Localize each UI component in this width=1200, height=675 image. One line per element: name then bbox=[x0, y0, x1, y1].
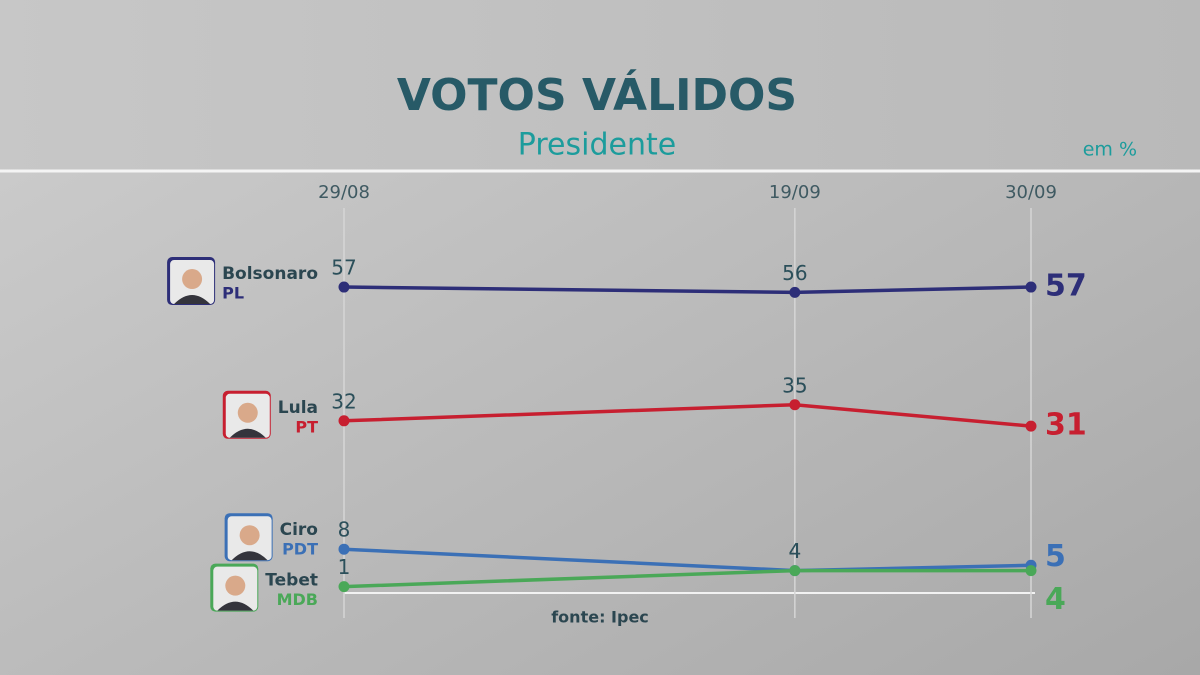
photo-head bbox=[225, 575, 246, 596]
candidate-party: PL bbox=[222, 284, 244, 303]
photo-head bbox=[239, 525, 260, 546]
photo-head bbox=[182, 269, 203, 290]
photo-shoulders bbox=[229, 428, 266, 438]
end-value-label: 57 bbox=[1045, 269, 1087, 304]
x-tick-label: 19/09 bbox=[769, 182, 821, 203]
x-tick-label: 30/09 bbox=[1005, 182, 1057, 203]
candidate-photo bbox=[210, 563, 259, 612]
data-point bbox=[1025, 420, 1037, 432]
header-band bbox=[0, 0, 1200, 170]
data-point bbox=[789, 399, 801, 411]
data-point bbox=[789, 565, 801, 577]
candidate-name: Tebet bbox=[265, 571, 318, 591]
data-point bbox=[338, 581, 350, 593]
x-tick-label: 29/08 bbox=[318, 182, 370, 203]
data-label: 4 bbox=[788, 539, 801, 563]
data-point bbox=[338, 543, 350, 555]
chart-title: VOTOS VÁLIDOS bbox=[397, 68, 797, 121]
end-value-label: 4 bbox=[1045, 582, 1066, 617]
data-label: 4 bbox=[788, 539, 801, 563]
candidate-party: PDT bbox=[282, 540, 318, 559]
data-point bbox=[1025, 565, 1037, 577]
unit-label: em % bbox=[1083, 139, 1137, 161]
candidate-photo bbox=[167, 257, 216, 306]
photo-shoulders bbox=[231, 551, 268, 561]
candidate-name: Ciro bbox=[280, 520, 318, 540]
candidate-party: MDB bbox=[277, 590, 318, 609]
data-point bbox=[789, 286, 801, 298]
candidate-name: Lula bbox=[278, 398, 318, 418]
candidate-photo bbox=[222, 390, 271, 439]
end-value-label: 31 bbox=[1045, 408, 1087, 443]
data-label: 35 bbox=[782, 373, 807, 397]
photo-shoulders bbox=[174, 295, 211, 305]
data-point bbox=[338, 281, 350, 293]
data-point bbox=[338, 415, 350, 427]
candidate-name: Bolsonaro bbox=[222, 264, 318, 284]
photo-head bbox=[237, 402, 258, 423]
data-label: 56 bbox=[782, 261, 807, 285]
photo-shoulders bbox=[217, 601, 254, 611]
end-value-label: 5 bbox=[1045, 539, 1066, 574]
data-label: 8 bbox=[338, 518, 351, 542]
candidate-photo bbox=[224, 513, 273, 562]
data-point bbox=[1025, 281, 1037, 293]
chart-subtitle: Presidente bbox=[518, 128, 676, 163]
data-label: 32 bbox=[331, 389, 356, 413]
data-label: 1 bbox=[338, 555, 351, 579]
data-label: 57 bbox=[331, 256, 356, 280]
source: fonte: Ipec bbox=[551, 608, 649, 627]
candidate-party: PT bbox=[295, 417, 318, 436]
